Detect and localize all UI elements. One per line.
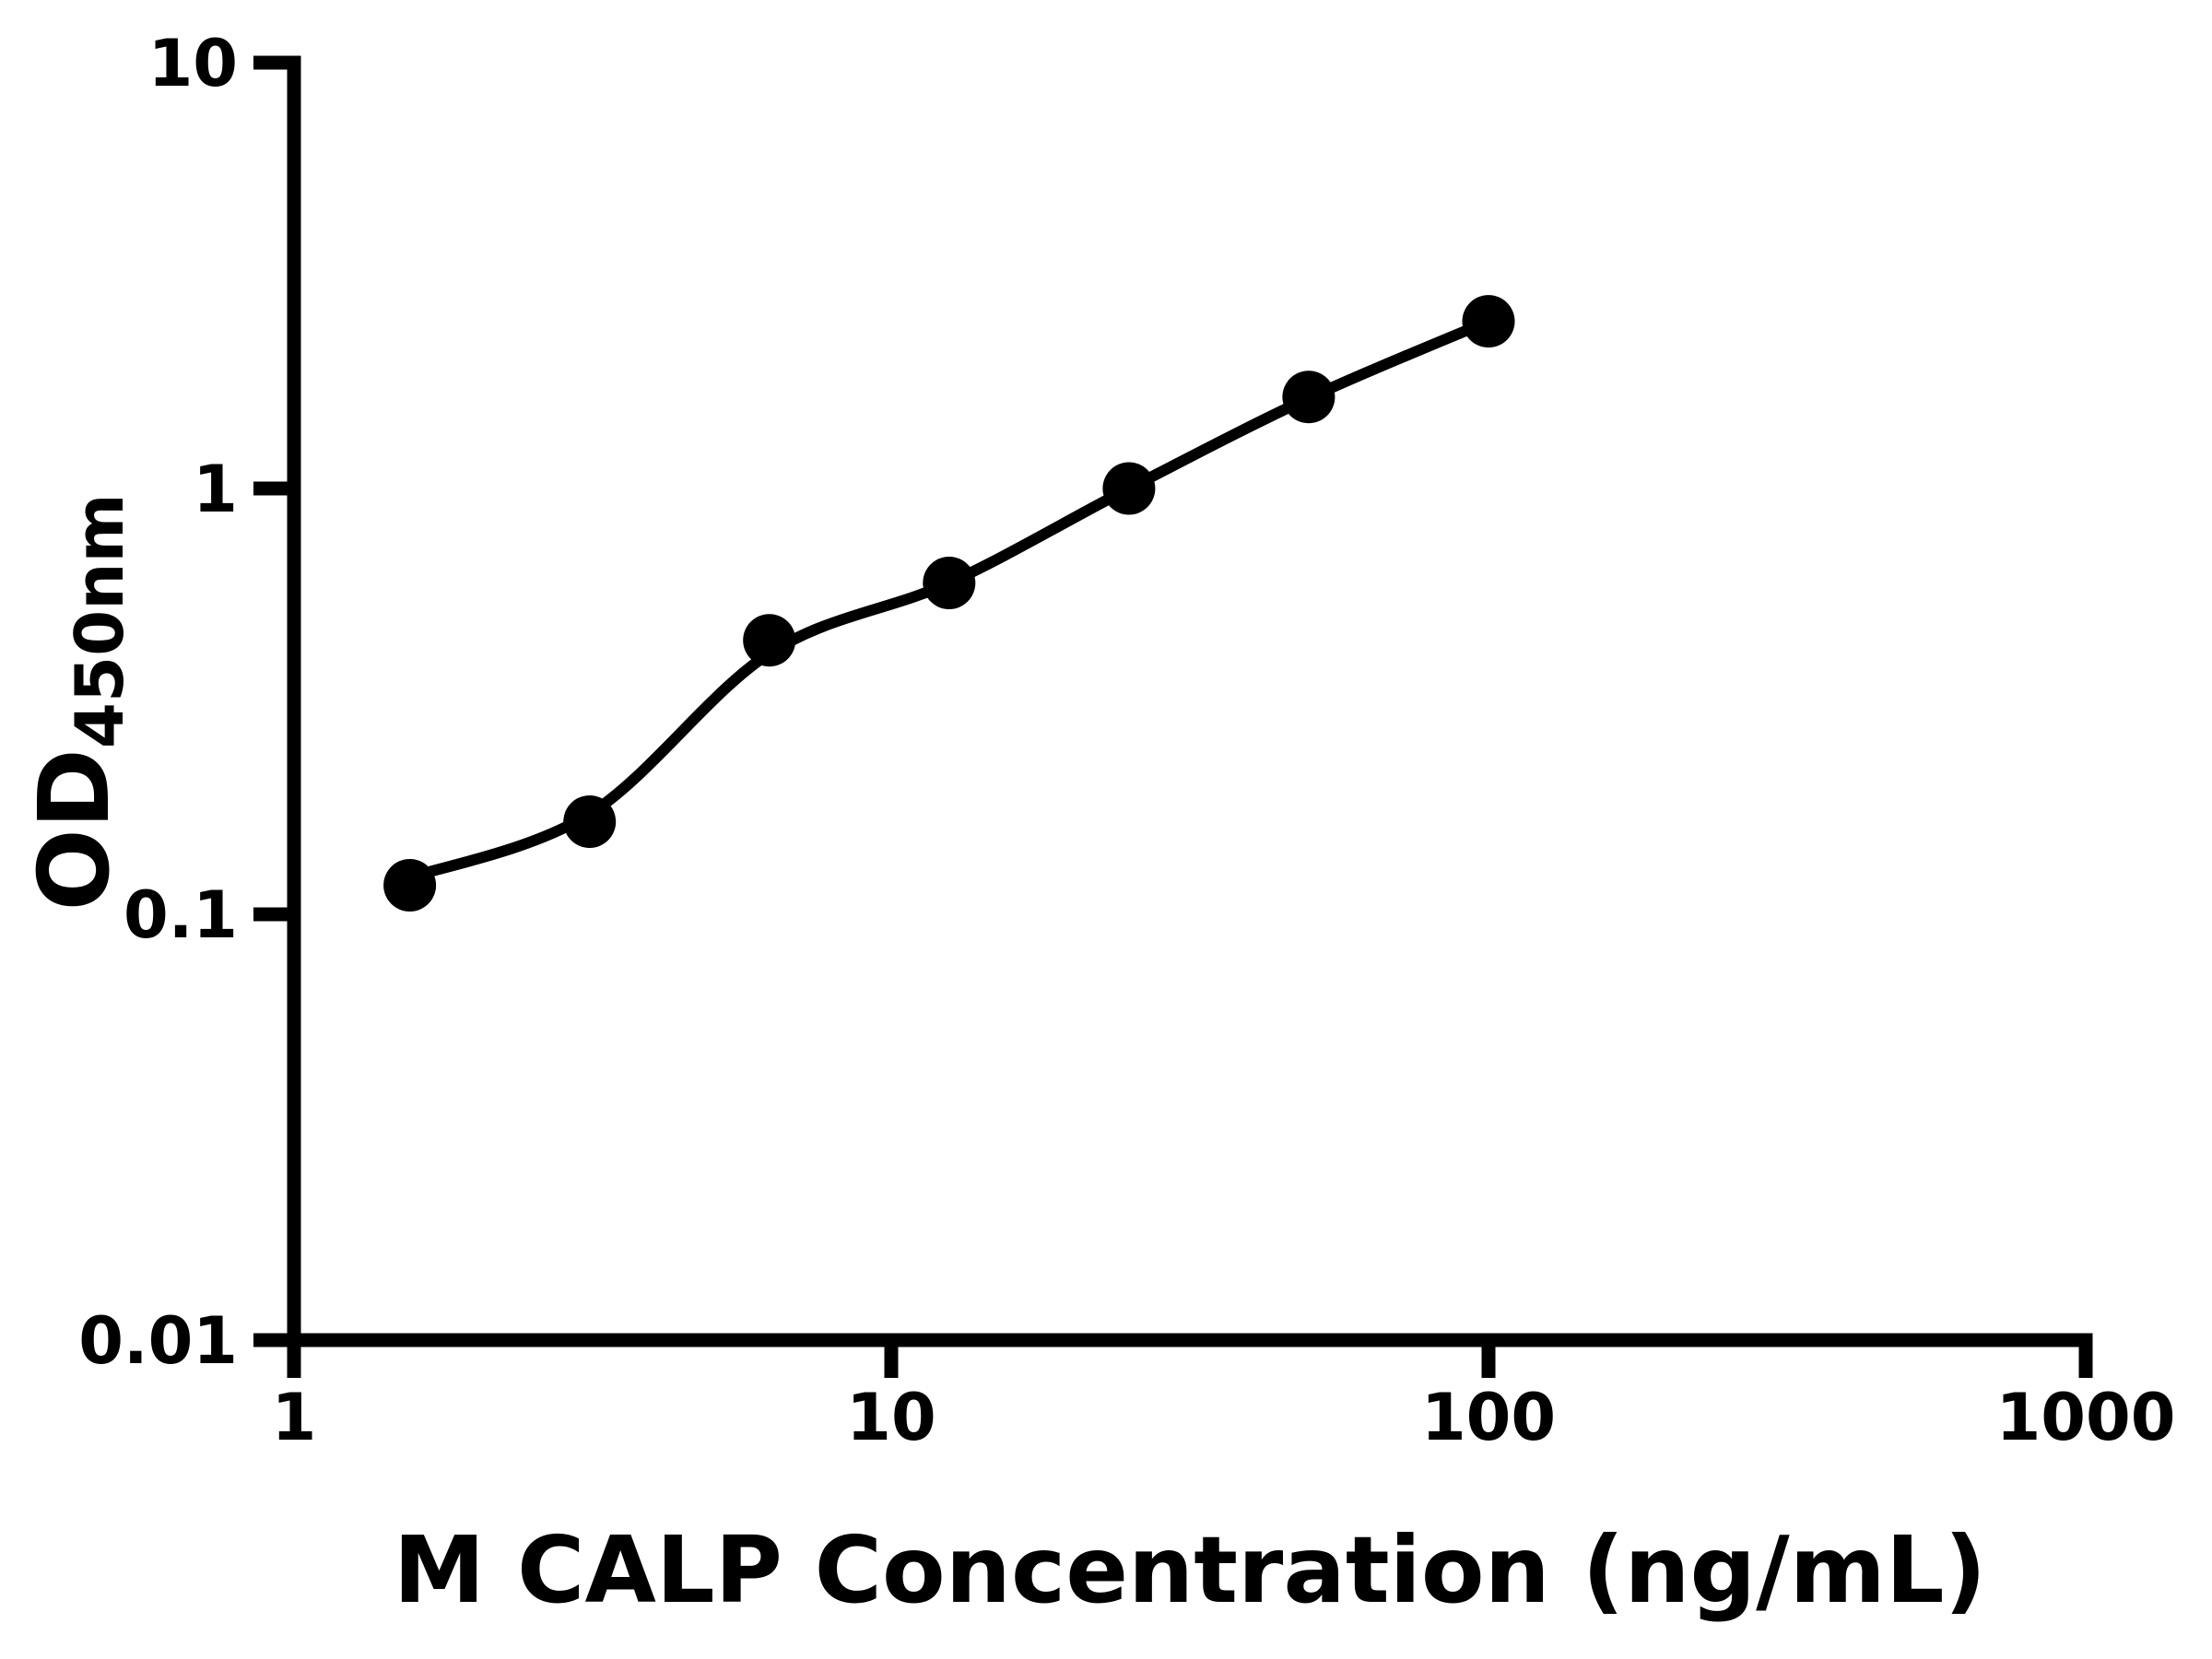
data-point xyxy=(563,795,617,848)
data-point xyxy=(743,614,796,667)
y-axis-title-subscript: 450nm xyxy=(61,494,138,749)
y-axis-title: OD450nm xyxy=(18,494,138,912)
x-tick-label: 1000 xyxy=(1996,1380,2176,1455)
axes-spines xyxy=(287,55,2093,1347)
y-tick-label: 0.1 xyxy=(124,877,238,953)
data-point xyxy=(1282,371,1335,424)
y-tick-label: 0.01 xyxy=(78,1303,238,1379)
x-tick-label: 1 xyxy=(272,1380,317,1455)
x-axis-title: M CALP Concentration (ng/mL) xyxy=(394,1516,1987,1624)
plot-area: 10 1 0.1 0.01 1 10 100 1000 xyxy=(78,26,2175,1455)
data-point xyxy=(923,557,976,609)
data-point xyxy=(1462,295,1515,348)
data-point xyxy=(1102,462,1156,515)
y-tick-label: 1 xyxy=(193,452,238,527)
y-axis-title-main: OD xyxy=(18,748,131,911)
x-tick-label: 100 xyxy=(1421,1380,1556,1455)
data-point xyxy=(383,859,437,912)
y-tick-label: 10 xyxy=(148,26,238,101)
x-tick-label: 10 xyxy=(846,1380,935,1455)
